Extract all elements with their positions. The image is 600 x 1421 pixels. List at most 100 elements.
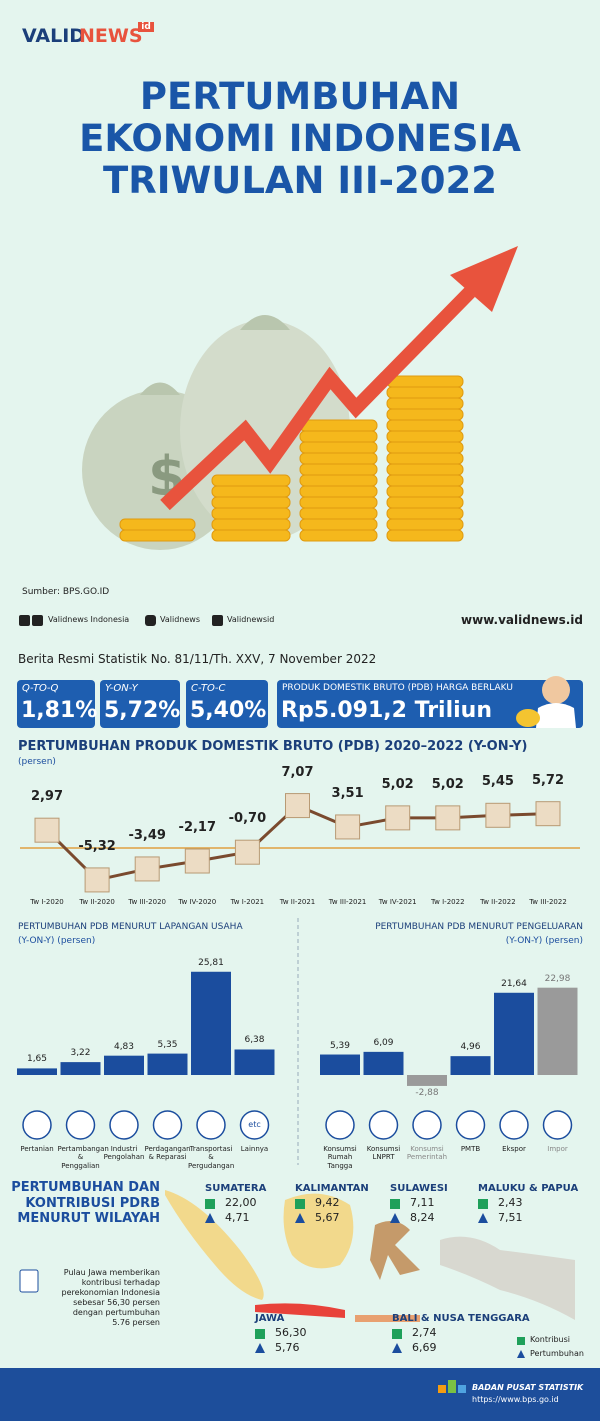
data-label: 2,97 — [30, 789, 64, 805]
indicator-label: Q-TO-Q — [22, 683, 59, 694]
x-tick-label: Tw II-2022 — [480, 898, 516, 906]
category-icon — [22, 1110, 52, 1140]
category-icon — [239, 1110, 270, 1140]
social-handle: Validnews — [160, 615, 200, 624]
category-label: Pertanian — [20, 1145, 54, 1153]
region-name: JAWA — [255, 1313, 285, 1324]
category-label: PMTB — [460, 1145, 481, 1153]
region-growth: 5,67 — [315, 1211, 340, 1224]
growth-icon — [478, 1213, 488, 1223]
category-label: Perdagangan & Reparasi — [144, 1145, 191, 1162]
coin — [299, 419, 378, 432]
coin — [211, 485, 291, 498]
region-growth: 8,24 — [410, 1211, 435, 1224]
social-handle: Validnewsid — [227, 615, 275, 624]
bar — [363, 1051, 404, 1075]
category-icon — [325, 1110, 355, 1140]
data-point — [84, 867, 110, 893]
release-info: Berita Resmi Statistik No. 81/11/Th. XXV… — [18, 652, 377, 666]
contribution-icon — [255, 1329, 265, 1339]
category-icon — [196, 1110, 226, 1140]
coin — [211, 496, 291, 509]
title-line: TRIWULAN III-2022 — [102, 159, 498, 202]
data-label: -2,88 — [415, 1087, 439, 1098]
icon-text: etc — [248, 1120, 261, 1129]
coin — [211, 507, 291, 520]
data-label: 5,45 — [481, 774, 514, 790]
chart-subtitle: (Y-ON-Y) (persen) — [505, 936, 583, 946]
coin — [119, 518, 196, 531]
category-label: Industri Pengolahan — [103, 1145, 145, 1162]
data-label: 4,83 — [113, 1041, 135, 1052]
region-growth: 5,76 — [275, 1341, 300, 1354]
contribution-icon — [390, 1199, 400, 1209]
region-contribution: 7,11 — [410, 1196, 435, 1209]
data-point — [34, 817, 60, 843]
bar — [494, 992, 534, 1075]
category-label: Transportasi & Pergudangan — [188, 1145, 235, 1170]
data-label: 1,65 — [26, 1054, 48, 1065]
chart-subtitle: (persen) — [18, 757, 56, 767]
coin — [299, 474, 378, 487]
indicator-value: 5,72% — [104, 698, 181, 723]
bar — [320, 1054, 360, 1075]
source: Sumber: BPS.GO.ID — [22, 587, 110, 597]
coin — [386, 419, 464, 432]
region-note: Pulau Jawa memberikan kontribusi terhada… — [61, 1268, 160, 1327]
coin — [211, 474, 291, 487]
coin — [386, 518, 464, 531]
indicator-value: Rp5.091,2 Triliun — [281, 698, 492, 723]
x-tick-label: Tw I-2022 — [431, 898, 465, 906]
x-tick-label: Tw II-2020 — [79, 898, 115, 906]
data-label: 6,38 — [244, 1035, 265, 1046]
title-line: EKONOMI INDONESIA — [79, 117, 521, 160]
coin — [119, 529, 196, 542]
growth-icon — [392, 1343, 402, 1353]
category-label: Konsumsi Pemerintah — [406, 1145, 448, 1162]
coin — [386, 441, 464, 454]
coin — [386, 375, 464, 388]
title-line: PERTUMBUHAN — [139, 75, 461, 118]
indicator-value: 5,40% — [190, 698, 267, 723]
region-contribution: 22,00 — [225, 1196, 257, 1209]
region-name: BALI & NUSA TENGGARA — [392, 1313, 530, 1324]
region-name: SULAWESI — [390, 1183, 448, 1194]
category-label: Konsumsi LNPRT — [366, 1145, 401, 1162]
data-label: 25,81 — [198, 957, 224, 968]
data-label: 6,09 — [373, 1037, 394, 1048]
region-name: KALIMANTAN — [295, 1183, 369, 1194]
growth-icon — [295, 1213, 305, 1223]
coin — [386, 452, 464, 465]
indicator-label: C-TO-C — [191, 683, 226, 694]
social-handle: Validnews Indonesia — [48, 615, 130, 624]
coin — [211, 518, 291, 531]
bar — [17, 1068, 57, 1075]
coin — [299, 496, 378, 509]
chart-subtitle: (Y-ON-Y) (persen) — [18, 936, 96, 946]
bar — [104, 1055, 144, 1075]
region-title: PERTUMBUHAN DAN KONTRIBUSI PDRB MENURUT … — [11, 1180, 160, 1227]
region-growth: 7,51 — [498, 1211, 523, 1224]
region-contribution: 2,74 — [412, 1326, 437, 1339]
data-label: 7,07 — [281, 764, 314, 780]
footer-org: BADAN PUSAT STATISTIK — [472, 1383, 584, 1392]
coin — [386, 507, 464, 520]
data-label: 5,02 — [381, 776, 414, 792]
category-label: Pertambangan & Penggalian — [57, 1145, 109, 1170]
data-label: -2,17 — [178, 820, 217, 836]
bar — [537, 987, 578, 1075]
coin — [386, 496, 464, 509]
coin — [386, 386, 464, 399]
category-icon — [499, 1110, 529, 1140]
x-tick-label: Tw I-2021 — [230, 898, 265, 906]
indicator-value: 1,81% — [21, 698, 98, 723]
website: www.validnews.id — [461, 613, 583, 627]
data-label: -3,49 — [128, 827, 166, 843]
coin — [386, 463, 464, 476]
coin — [386, 529, 464, 542]
logo: VALID — [22, 25, 86, 47]
coin — [386, 430, 464, 443]
coin — [299, 463, 378, 476]
legend-swatch — [517, 1337, 525, 1345]
